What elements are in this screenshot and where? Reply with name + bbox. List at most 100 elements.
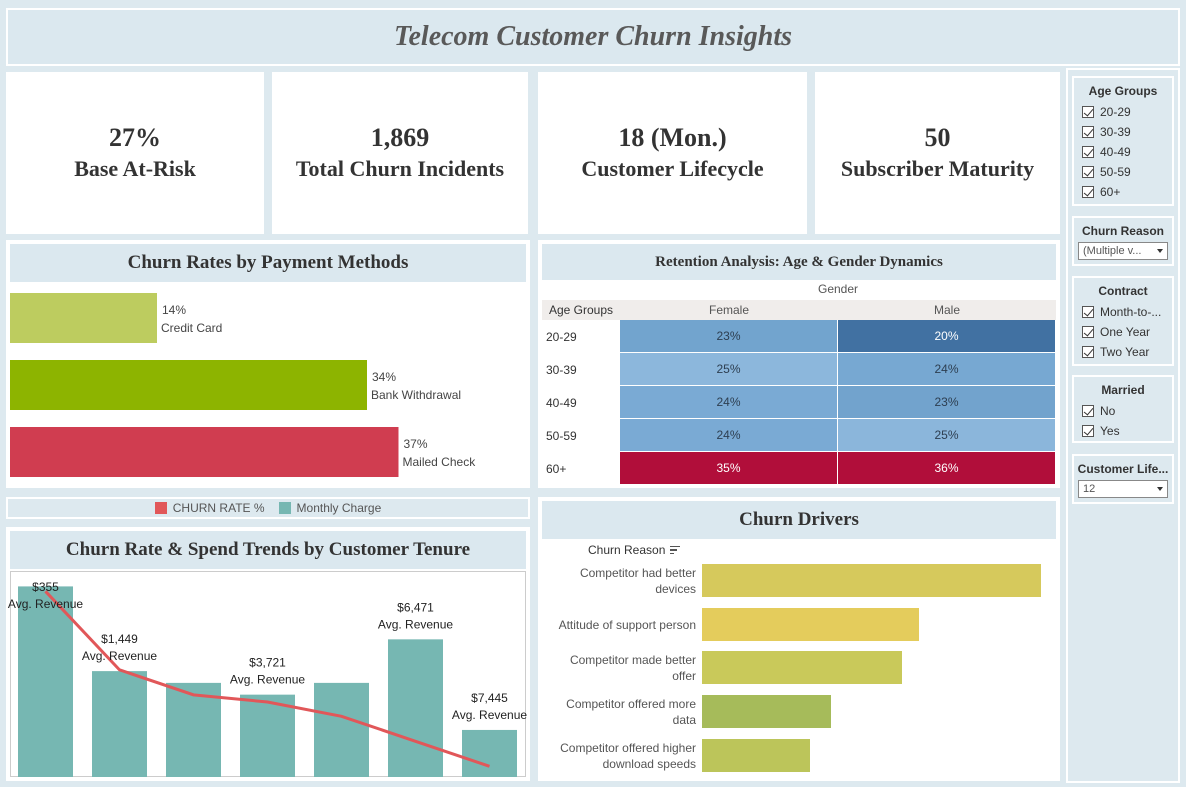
heatmap-row-label: 50-59 — [546, 428, 577, 443]
tenure-bar[interactable] — [166, 682, 221, 777]
tenure-bar[interactable] — [314, 682, 369, 777]
checkbox-checked-icon[interactable] — [1082, 306, 1094, 318]
married-option[interactable]: No — [1074, 401, 1172, 421]
tenure-bar[interactable] — [92, 671, 147, 777]
dropdown-value: 12 — [1083, 483, 1096, 495]
checkbox-checked-icon[interactable] — [1082, 146, 1094, 158]
filter-title: Customer Life... — [1077, 462, 1169, 476]
payment-bar-value: 34% — [372, 370, 396, 384]
churn-rate-line[interactable] — [44, 590, 490, 768]
driver-bar[interactable] — [702, 608, 919, 641]
payment-bar[interactable] — [10, 293, 157, 343]
checkbox-checked-icon[interactable] — [1082, 425, 1094, 437]
kpi-value: 1,869 — [370, 123, 430, 152]
tenure-bar[interactable] — [462, 729, 517, 777]
tenure-annotation-label: Avg. Revenue — [378, 617, 453, 631]
filter-title: Churn Reason — [1081, 224, 1164, 238]
tenure-title: Churn Rate & Spend Trends by Customer Te… — [10, 531, 526, 569]
filter-item-label: 30-39 — [1100, 125, 1131, 139]
heatmap-cell[interactable]: 35% — [620, 452, 838, 484]
filter-item-label: Yes — [1100, 424, 1120, 438]
filter-title: Age Groups — [1088, 84, 1158, 98]
checkbox-checked-icon[interactable] — [1082, 106, 1094, 118]
checkbox-checked-icon[interactable] — [1082, 346, 1094, 358]
filter-churn-reason: Churn Reason (Multiple v... — [1072, 216, 1174, 266]
filter-item-label: 40-49 — [1100, 145, 1131, 159]
checkbox-checked-icon[interactable] — [1082, 405, 1094, 417]
driver-label: Competitor made better offer — [569, 652, 696, 683]
checkbox-checked-icon[interactable] — [1082, 126, 1094, 138]
retention-panel: Retention Analysis: Age & Gender Dynamic… — [538, 240, 1060, 488]
tenure-bar[interactable] — [18, 586, 73, 777]
filter-item-label: No — [1100, 404, 1116, 418]
heatmap-column-male: Male — [933, 303, 960, 317]
age-group-option[interactable]: 40-49 — [1074, 142, 1172, 162]
age-group-option[interactable]: 20-29 — [1074, 102, 1172, 122]
tenure-chart: $355 Avg. Revenue $1,449 Avg. Revenue $3,721… — [8, 580, 527, 777]
chevron-down-icon — [1157, 249, 1163, 253]
filter-married: Married No Yes — [1072, 375, 1174, 443]
payment-bar-label: Mailed Check — [403, 455, 477, 469]
payment-bar[interactable] — [10, 360, 367, 410]
heatmap-row-label: 30-39 — [546, 362, 577, 377]
payment-methods-chart: 14% Credit Card 34% Bank Withdrawal 37% Maile… — [10, 293, 477, 477]
tenure-annotation-value: $355 — [32, 580, 59, 594]
dropdown-value: (Multiple v... — [1083, 245, 1142, 257]
contract-option[interactable]: Two Year — [1074, 342, 1172, 362]
checkbox-checked-icon[interactable] — [1082, 186, 1094, 198]
checkbox-checked-icon[interactable] — [1082, 326, 1094, 338]
driver-label: Competitor had better devices — [579, 565, 696, 596]
heatmap-row-label: 20-29 — [546, 329, 577, 344]
heatmap-column-female: Female — [708, 303, 749, 317]
contract-option[interactable]: One Year — [1074, 322, 1172, 342]
payment-bar-value: 14% — [162, 303, 186, 317]
chevron-down-icon — [1157, 487, 1163, 491]
payment-bar[interactable] — [10, 427, 399, 477]
heatmap-cell[interactable]: 20% — [838, 320, 1056, 352]
checkbox-checked-icon[interactable] — [1082, 166, 1094, 178]
driver-bar[interactable] — [702, 564, 1041, 597]
age-group-option[interactable]: 30-39 — [1074, 122, 1172, 142]
driver-bar[interactable] — [702, 739, 811, 772]
driver-label: Attitude of support person — [558, 617, 696, 632]
tenure-panel: Churn Rate & Spend Trends by Customer Te… — [6, 527, 530, 781]
contract-option[interactable]: Month-to-... — [1074, 302, 1172, 322]
filter-contract: Contract Month-to-... One Year Two Year — [1072, 276, 1174, 366]
kpi-label: Customer Lifecycle — [581, 156, 764, 181]
heatmap-cell[interactable]: 24% — [620, 386, 838, 418]
customer-life-dropdown[interactable]: 12 — [1078, 480, 1168, 498]
tenure-bar[interactable] — [240, 694, 295, 777]
heatmap-cell[interactable]: 36% — [838, 452, 1056, 484]
tenure-annotation-value: $3,721 — [249, 656, 286, 670]
heatmap-cell[interactable]: 24% — [620, 419, 838, 451]
filter-item-label: Two Year — [1100, 345, 1150, 359]
age-group-option[interactable]: 50-59 — [1074, 162, 1172, 182]
heatmap-cell[interactable]: 24% — [838, 353, 1056, 385]
driver-label: Competitor offered higher download speeds — [560, 740, 696, 771]
filter-title: Contract — [1098, 284, 1148, 298]
heatmap-row-label: 40-49 — [546, 395, 577, 410]
payment-methods-title: Churn Rates by Payment Methods — [10, 244, 526, 282]
driver-bar[interactable] — [702, 695, 831, 728]
age-group-option[interactable]: 60+ — [1074, 182, 1172, 202]
retention-title: Retention Analysis: Age & Gender Dynamic… — [542, 244, 1056, 280]
sort-icon[interactable] — [670, 545, 681, 555]
filter-customer-life: Customer Life... 12 — [1072, 454, 1174, 504]
payment-bar-label: Credit Card — [161, 321, 222, 335]
churn-reason-dropdown[interactable]: (Multiple v... — [1078, 242, 1168, 260]
heatmap-cell[interactable]: 25% — [620, 353, 838, 385]
tenure-bar[interactable] — [388, 639, 443, 777]
driver-label: Competitor offered more data — [566, 696, 696, 727]
tenure-annotation-label: Avg. Revenue — [82, 649, 157, 663]
kpi-value: 18 (Mon.) — [618, 123, 727, 152]
filter-item-label: 50-59 — [1100, 165, 1131, 179]
heatmap-cell[interactable]: 23% — [620, 320, 838, 352]
kpi-card-base-at-risk: 27% Base At-Risk — [6, 72, 264, 234]
heatmap-cell[interactable]: 23% — [838, 386, 1056, 418]
drivers-panel: Churn Drivers Churn Reason Competitor ha… — [538, 497, 1060, 781]
driver-bar[interactable] — [702, 651, 902, 684]
payment-methods-panel: Churn Rates by Payment Methods 14% Credit… — [6, 240, 530, 488]
married-option[interactable]: Yes — [1074, 421, 1172, 441]
heatmap-cell[interactable]: 25% — [838, 419, 1056, 451]
